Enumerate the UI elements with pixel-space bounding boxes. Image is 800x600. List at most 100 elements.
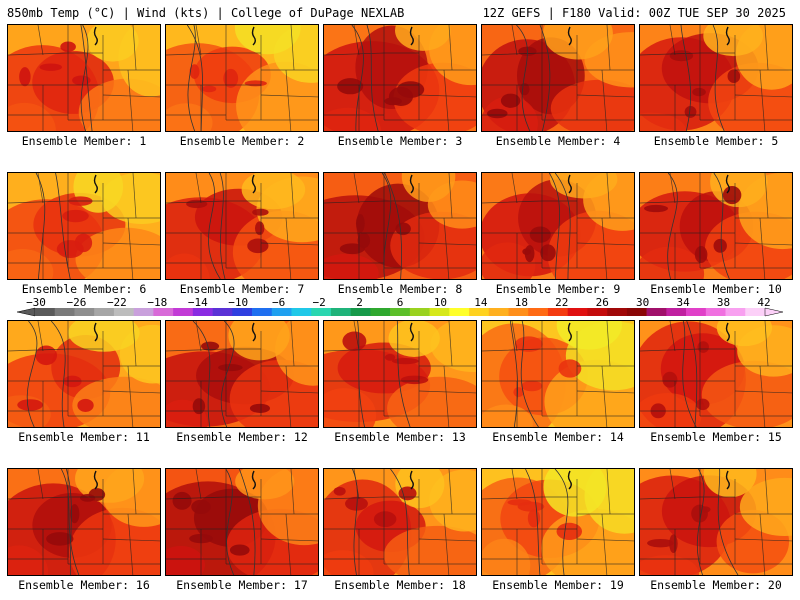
state-border <box>290 173 295 219</box>
colorbar-cell <box>330 308 351 316</box>
isotherm-contour <box>366 25 379 131</box>
warm-pocket <box>700 506 711 513</box>
temperature-field <box>7 24 161 132</box>
temperature-blob <box>68 321 140 352</box>
ensemble-member-map <box>639 468 793 576</box>
temperature-blob <box>430 321 476 373</box>
temperature-blob <box>482 404 533 427</box>
ensemble-member-map <box>639 172 793 280</box>
state-border <box>576 538 634 542</box>
temperature-blob <box>556 321 622 350</box>
state-border <box>132 25 137 71</box>
ensemble-member-map <box>481 468 635 576</box>
temperature-blob <box>166 253 210 279</box>
state-border <box>260 94 318 98</box>
temperature-field <box>323 468 477 576</box>
warm-pocket <box>694 246 708 264</box>
colorbar-cell <box>173 308 194 316</box>
warm-pocket <box>373 511 397 528</box>
isotherm-contour <box>509 321 518 427</box>
lake-outline <box>725 322 730 342</box>
ensemble-member-label: Ensemble Member: 6 <box>21 282 147 296</box>
isotherm-contour <box>717 469 739 575</box>
state-border <box>102 390 160 394</box>
colorbar-cell <box>94 308 115 316</box>
colorbar-tick-label: 2 <box>356 296 363 309</box>
temperature-field <box>639 172 793 280</box>
lake-outline <box>93 470 98 490</box>
isotherm-contour <box>352 469 358 575</box>
temperature-blob <box>703 25 763 57</box>
colorbar-cell <box>390 308 411 316</box>
isotherm-contour <box>548 173 560 279</box>
temperature-blob <box>543 25 613 60</box>
state-border <box>195 173 202 204</box>
ensemble-member-label: Ensemble Member: 16 <box>18 578 150 592</box>
temperature-blob <box>549 173 618 199</box>
isotherm-contour <box>539 25 551 131</box>
warm-pocket <box>63 375 82 388</box>
warm-pocket <box>391 358 419 365</box>
state-border <box>285 513 292 575</box>
ensemble-member-label: Ensemble Member: 14 <box>492 430 624 444</box>
warm-pocket <box>339 243 365 255</box>
warm-pocket <box>529 226 551 243</box>
state-border <box>511 25 518 56</box>
warm-pocket <box>342 331 367 351</box>
colorbar-cell <box>350 308 371 316</box>
ensemble-member-map <box>639 320 793 428</box>
temperature-blob <box>234 25 301 55</box>
colorbar-cell <box>409 308 430 316</box>
ensemble-member-label: Ensemble Member: 9 <box>495 282 621 296</box>
state-border <box>734 94 792 98</box>
state-border <box>734 390 792 394</box>
state-border <box>132 469 137 515</box>
colorbar-cell <box>449 308 470 316</box>
warm-pocket <box>39 63 63 71</box>
state-border <box>290 321 295 367</box>
temperature-field <box>323 24 477 132</box>
ensemble-member-map <box>7 468 161 576</box>
colorbar-cell <box>626 308 647 316</box>
warm-pocket <box>254 221 265 236</box>
isotherm-contour <box>26 321 38 427</box>
warm-pocket <box>662 371 678 388</box>
state-border <box>418 94 476 98</box>
warm-pocket <box>524 245 535 263</box>
warm-pocket <box>696 398 710 411</box>
ensemble-member-label: Ensemble Member: 17 <box>176 578 308 592</box>
temperature-blob <box>8 102 56 131</box>
warm-pocket <box>684 105 697 118</box>
colorbar-tick-label: 30 <box>636 296 650 309</box>
warm-pocket <box>172 491 192 510</box>
state-border <box>759 365 766 427</box>
state-border <box>260 390 318 394</box>
state-border <box>195 321 202 352</box>
warm-pocket <box>72 75 91 86</box>
temperature-blob <box>228 321 290 361</box>
isotherm-contour <box>66 469 72 575</box>
warm-pocket <box>527 509 541 528</box>
temperature-blob <box>716 321 773 347</box>
ensemble-member-label: Ensemble Member: 20 <box>650 578 782 592</box>
warm-pocket <box>513 387 524 398</box>
lake-outline <box>725 174 730 194</box>
isotherm-contour <box>186 25 203 131</box>
colorbar-cell <box>705 308 726 316</box>
ensemble-member-label: Ensemble Member: 1 <box>21 134 147 148</box>
ensemble-member-map <box>7 172 161 280</box>
ensemble-member-map <box>323 320 477 428</box>
colorbar-tick-label: 18 <box>514 296 528 309</box>
isotherm-contour <box>384 173 402 279</box>
colorbar-tick-label: −26 <box>66 296 87 309</box>
model-valid-time: 12Z GEFS | F180 Valid: 00Z TUE SEP 30 20… <box>482 6 786 20</box>
state-border <box>443 217 450 279</box>
warm-pocket <box>201 341 220 351</box>
ensemble-member-map <box>481 172 635 280</box>
ensemble-member-label: Ensemble Member: 10 <box>650 282 782 296</box>
state-border <box>37 469 44 500</box>
temperature-field <box>165 172 319 280</box>
warm-pocket <box>56 240 84 259</box>
state-border <box>285 365 292 427</box>
state-border <box>418 242 476 246</box>
